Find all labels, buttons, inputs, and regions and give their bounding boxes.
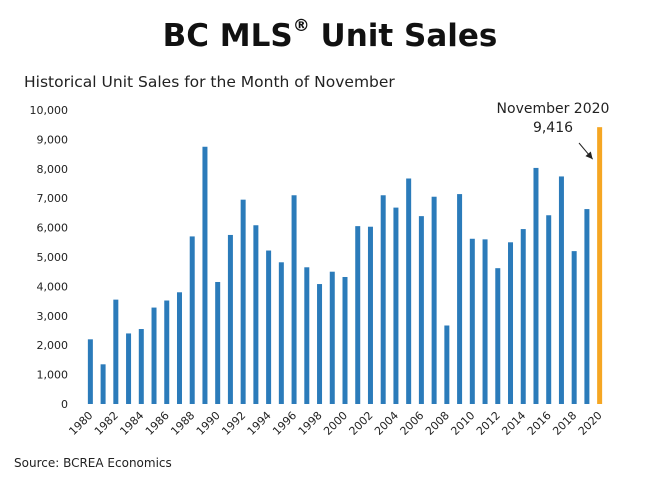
bar-2006 [418,216,424,404]
y-tick-label: 2,000 [37,339,69,352]
bar-2012 [495,268,501,404]
bar-2003 [380,195,386,404]
y-tick-label: 8,000 [37,163,69,176]
bar-highlight-2020 [597,127,603,404]
bar-2017 [558,176,564,404]
bar-2013 [508,242,514,404]
annotation-label: November 2020 [497,101,610,117]
x-tick-label: 2014 [499,409,528,438]
bar-1990 [215,281,221,404]
x-tick-label: 1994 [245,409,274,438]
bar-2000 [342,276,348,404]
bar-1980 [87,339,93,404]
bar-2011 [482,239,488,404]
x-tick-label: 2016 [525,409,554,438]
y-tick-label: 9,000 [37,133,69,146]
bar-1983 [126,333,132,404]
chart-subtitle: Historical Unit Sales for the Month of N… [24,73,395,91]
bar-1987 [176,292,182,404]
bar-2005 [406,178,412,404]
x-tick-label: 1988 [168,409,197,438]
annotation-value: 9,416 [533,120,573,136]
bar-2019 [584,209,590,404]
x-tick-label: 2004 [372,409,401,438]
bar-1989 [202,146,208,404]
bar-1984 [138,329,144,404]
bar-2002 [367,226,373,404]
y-tick-label: 10,000 [30,104,69,117]
y-tick-label: 4,000 [37,280,69,293]
bar-1994 [266,250,272,404]
bar-1982 [113,299,119,404]
bar-1986 [164,300,170,404]
y-tick-label: 5,000 [37,251,69,264]
x-tick-label: 1984 [117,409,146,438]
x-tick-label: 1992 [219,409,248,438]
x-tick-label: 1996 [270,409,299,438]
y-tick-label: 3,000 [37,310,69,323]
bar-1993 [253,225,259,404]
x-tick-label: 2002 [347,409,376,438]
x-tick-label: 2008 [423,409,452,438]
bar-1999 [329,271,335,404]
y-tick-label: 6,000 [37,222,69,235]
bar-1981 [100,364,106,404]
bar-2009 [457,194,463,404]
x-tick-label: 1998 [296,409,325,438]
bar-2018 [571,251,577,404]
title-rest: Unit Sales [309,18,498,54]
y-tick-label: 7,000 [37,192,69,205]
annotation-arrow-head [585,151,593,160]
x-tick-label: 1990 [194,409,223,438]
bar-2001 [355,226,361,404]
bar-1995 [278,262,284,404]
registered-mark: ® [292,15,310,36]
bar-2015 [533,167,539,404]
x-tick-label: 1982 [92,409,121,438]
bar-2008 [444,325,450,404]
x-tick-label: 2012 [474,409,503,438]
chart-title: BC MLS® Unit Sales [0,15,660,54]
title-main: BC MLS [162,18,293,54]
bar-2004 [393,207,399,404]
x-tick-label: 2010 [448,409,477,438]
y-tick-label: 0 [61,398,68,411]
bar-1996 [291,195,297,404]
x-tick-label: 2000 [321,409,350,438]
bar-1988 [189,236,195,404]
bar-1992 [240,199,246,404]
bar-1985 [151,307,157,404]
x-tick-label: 2006 [398,409,427,438]
bar-2007 [431,196,437,404]
bar-1997 [304,267,310,404]
x-tick-label: 2020 [576,409,605,438]
bar-1998 [317,284,323,404]
x-tick-label: 2018 [550,409,579,438]
bar-1991 [227,234,233,404]
y-tick-label: 1,000 [37,369,69,382]
source-note: Source: BCREA Economics [14,456,172,470]
x-tick-label: 1986 [143,409,172,438]
bar-2014 [520,229,526,404]
x-tick-label: 1980 [66,409,95,438]
bar-2016 [546,215,552,404]
bar-2010 [469,238,475,404]
